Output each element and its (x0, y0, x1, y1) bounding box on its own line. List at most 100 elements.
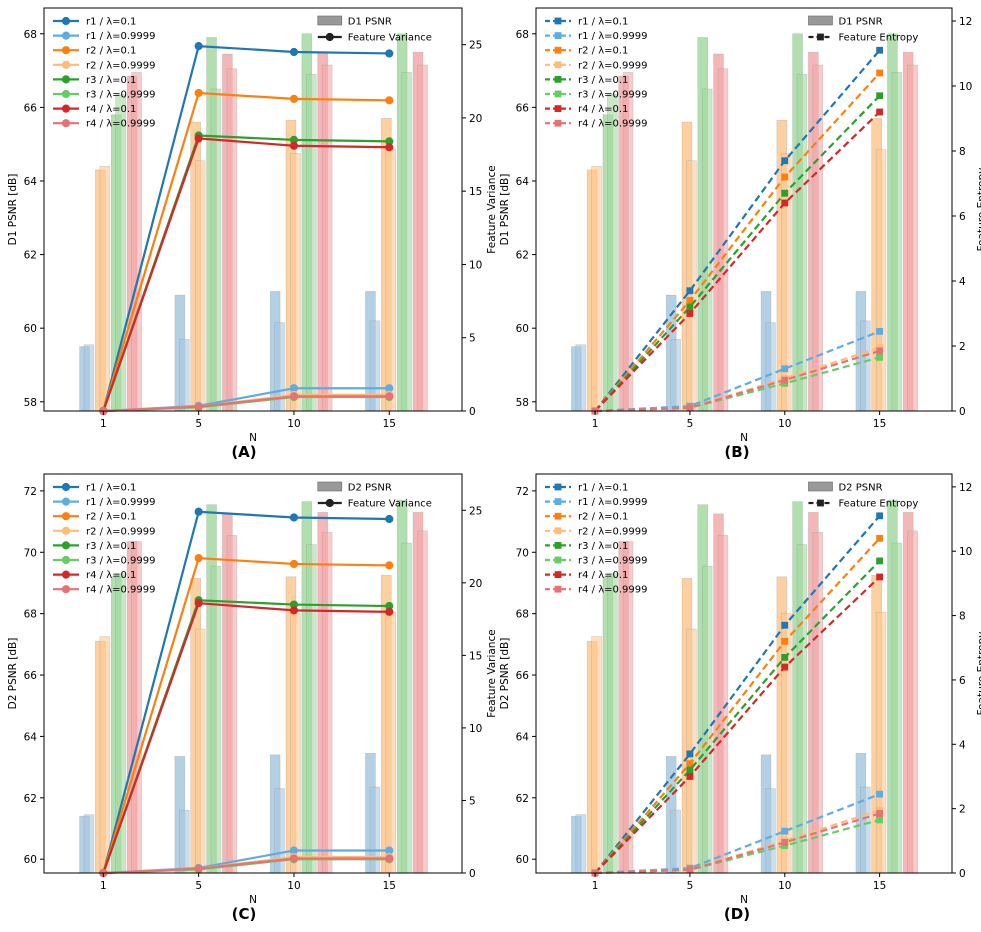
y-tick-label-left: 64 (516, 731, 530, 743)
legend-line-marker (817, 33, 824, 41)
psnr-bar (401, 72, 412, 412)
series-line (594, 515, 881, 874)
series-point (686, 297, 694, 304)
y-tick-label-right: 0 (959, 868, 966, 880)
legend-label: r4 / λ=0.1 (86, 570, 136, 581)
legend-label: r4 / λ=0.9999 (578, 585, 648, 596)
series-point (781, 827, 789, 835)
series-point (876, 557, 884, 565)
y-axis-label-left: D2 PSNR [dB] (499, 638, 511, 710)
legend-marker (554, 512, 562, 520)
y-axis-label-right: Feature Variance (486, 165, 498, 253)
series-point (686, 303, 694, 311)
y-tick-label-right: 4 (959, 739, 966, 751)
legend-marker (61, 482, 71, 492)
y-tick-label-left: 68 (24, 29, 37, 41)
y-tick-label-left: 66 (516, 102, 530, 114)
series-line (595, 330, 881, 413)
x-tick-label: 1 (592, 880, 599, 892)
series-point (781, 173, 789, 181)
series-line (595, 349, 880, 413)
y-tick-label-right: 15 (469, 186, 482, 198)
plot-frame (535, 7, 953, 412)
y-tick-label-left: 72 (24, 486, 37, 498)
y-tick-label-left: 62 (516, 793, 529, 805)
series-point (289, 47, 299, 57)
legend-marker (554, 105, 562, 112)
x-tick-label: 1 (100, 418, 107, 430)
series-point (686, 310, 694, 317)
psnr-bar (179, 809, 190, 874)
series-point (194, 402, 203, 411)
x-tick-label: 10 (778, 880, 791, 892)
series-point (781, 637, 789, 645)
psnr-bar (210, 565, 222, 874)
series-point (876, 92, 884, 100)
legend-label: r3 / λ=0.9999 (86, 90, 156, 101)
legend-line-label: Feature Entropy (838, 499, 918, 510)
y-tick-label-left: 70 (24, 547, 37, 559)
legend-label: r2 / λ=0.9999 (86, 60, 156, 71)
series-point (385, 514, 394, 524)
legend-label: r3 / λ=0.1 (578, 541, 628, 552)
legend-label: r4 / λ=0.9999 (86, 585, 156, 596)
legend-marker (61, 104, 71, 113)
series-point (385, 854, 394, 863)
series-point (781, 365, 789, 373)
series-point (876, 790, 884, 798)
series-point (194, 864, 203, 873)
legend-marker (61, 570, 71, 579)
legend-marker (61, 555, 71, 565)
psnr-bar (194, 160, 206, 412)
y-axis-label-right: Feature Entropy (976, 168, 981, 252)
legend-line-marker (817, 499, 824, 507)
legend-marker (554, 585, 562, 593)
series-point (876, 534, 884, 542)
y-axis-label-left: D1 PSNR [dB] (7, 174, 19, 246)
series-point (781, 157, 789, 165)
y-tick-label-right: 15 (469, 650, 482, 662)
series-line (594, 576, 881, 874)
legend-line-label: Feature Variance (348, 499, 432, 510)
psnr-bar (194, 628, 206, 874)
psnr-bar (99, 636, 111, 874)
y-tick-label-left: 62 (516, 250, 529, 262)
series-line (594, 49, 881, 412)
x-axis-label: N (249, 432, 257, 444)
y-tick-label-right: 6 (959, 675, 966, 687)
legend-marker (61, 541, 71, 550)
psnr-bar (591, 165, 602, 412)
psnr-bar (670, 809, 681, 874)
y-tick-label-left: 66 (24, 102, 38, 114)
series-line (102, 91, 390, 412)
y-tick-label-right: 12 (959, 482, 972, 494)
series-point (876, 810, 884, 817)
series-line (594, 111, 881, 412)
psnr-bar (607, 94, 618, 412)
series-point (194, 507, 203, 516)
legend-label: r3 / λ=0.9999 (578, 90, 648, 101)
series-point (876, 512, 884, 520)
series-point (781, 654, 789, 661)
series-point (876, 353, 884, 361)
legend-marker (554, 542, 562, 549)
y-tick-label-right: 2 (959, 804, 966, 816)
y-tick-label-left: 72 (516, 486, 529, 498)
series-point (876, 69, 884, 77)
legend-marker (554, 119, 562, 127)
series-line (103, 857, 390, 875)
psnr-bar (670, 338, 681, 412)
y-tick-label-left: 64 (516, 176, 530, 188)
series-point (289, 94, 299, 103)
series-line (102, 44, 390, 412)
series-point (686, 760, 694, 767)
y-tick-label-right: 10 (959, 546, 972, 558)
y-tick-label-left: 64 (24, 176, 38, 188)
series-point (385, 561, 394, 570)
legend-marker (554, 90, 562, 98)
psnr-bar (385, 611, 397, 874)
legend-bar-label: D2 PSNR (838, 483, 882, 494)
y-tick-label-left: 60 (24, 854, 37, 866)
legend-label: r2 / λ=0.9999 (86, 526, 156, 537)
